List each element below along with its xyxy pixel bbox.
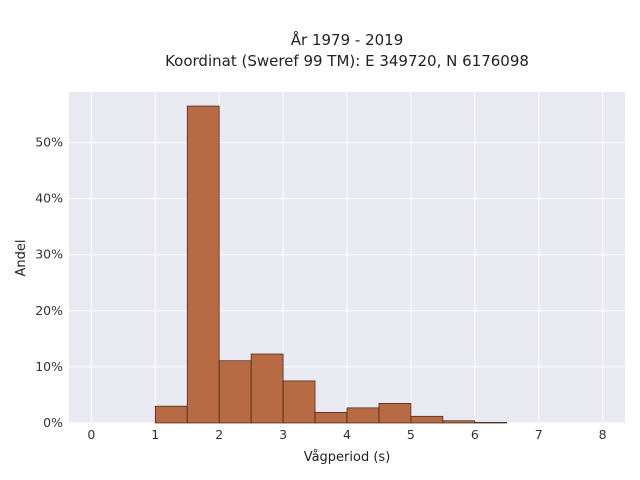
y-tick-label: 20% — [35, 303, 63, 318]
histogram-bar-1 — [186, 105, 220, 424]
histogram-bar-4 — [282, 380, 316, 424]
histogram-bar-8 — [410, 415, 444, 424]
x-tick-label: 4 — [343, 427, 351, 442]
x-axis-label: Vågperiod (s) — [304, 450, 391, 465]
y-tick-label: 10% — [35, 359, 63, 374]
histogram-bar-6 — [346, 407, 380, 424]
y-tick-label: 50% — [35, 134, 63, 149]
x-tick-label: 2 — [215, 427, 223, 442]
x-tick-label: 5 — [407, 427, 415, 442]
y-tick-label: 40% — [35, 191, 63, 206]
histogram-bar-7 — [378, 403, 412, 424]
x-tick-label: 3 — [279, 427, 287, 442]
histogram-bar-9 — [442, 420, 476, 424]
x-tick-label: 7 — [535, 427, 543, 442]
x-axis-ticks: 0 1 2 3 4 5 6 7 8 — [87, 427, 606, 442]
histogram-bars — [154, 105, 508, 424]
chart-title-line-2: Koordinat (Sweref 99 TM): E 349720, N 61… — [165, 52, 529, 70]
x-tick-label: 0 — [87, 427, 95, 442]
x-tick-label: 1 — [151, 427, 159, 442]
y-tick-label: 0% — [43, 415, 63, 430]
histogram-bar-2 — [218, 360, 252, 424]
y-axis-label: Andel — [14, 240, 29, 277]
chart-title-line-1: År 1979 - 2019 — [291, 30, 404, 49]
y-tick-label: 30% — [35, 247, 63, 262]
histogram-bar-10 — [474, 422, 508, 424]
histogram-bar-3 — [250, 353, 284, 424]
histogram-bar-0 — [154, 405, 188, 424]
x-tick-label: 6 — [471, 427, 479, 442]
y-axis-ticks: 0% 10% 20% 30% 40% 50% — [35, 134, 63, 430]
histogram-bar-5 — [314, 411, 348, 424]
x-tick-label: 8 — [599, 427, 607, 442]
